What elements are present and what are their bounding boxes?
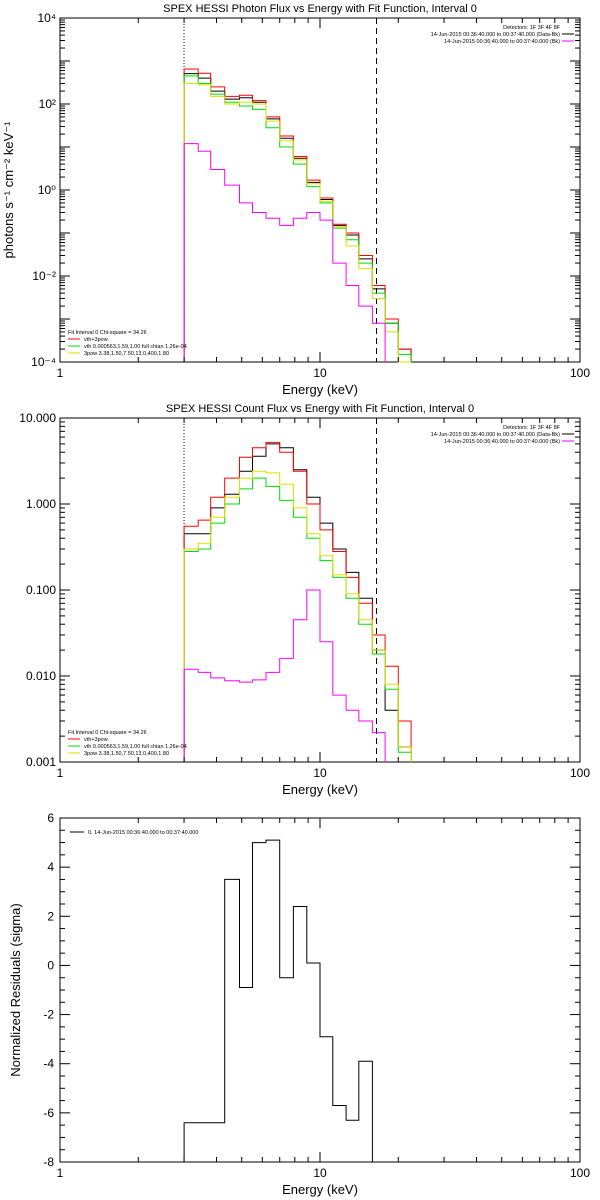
y-tick-label: 10⁰: [38, 183, 56, 197]
series-4-line: [183, 589, 386, 762]
legend-entry: vth+3pow: [84, 737, 108, 743]
y-tick-label: 0.001: [26, 755, 56, 769]
residuals-plot-area: [183, 839, 373, 1162]
y-tick-label: 4: [47, 860, 54, 874]
y-tick-label: 10⁻²: [32, 269, 56, 283]
fit-legend-header: Fit Interval 0 Chi-square = 34.26: [68, 730, 147, 736]
legend-entry: 0. 14-Jun-2015 00:36:40.000 to 00:37:40.…: [88, 830, 198, 836]
x-tick-label: 10: [313, 766, 327, 780]
legend-entry: 3pow 3.38,1.50,7.50,13.0,400,1.80: [84, 351, 169, 357]
legend-header: Detectors: 1F 3F 4F 8F: [503, 425, 560, 431]
legend-entry: 14-Jun-2015 00:36:40.000 to 00:37:40.000…: [444, 39, 560, 45]
photon-flux-title: SPEX HESSI Photon Flux vs Energy with Fi…: [163, 3, 477, 15]
x-tick-label: 100: [570, 366, 590, 380]
series-2-line: [183, 75, 412, 362]
count-flux-x-label: Energy (keV): [282, 782, 358, 797]
count-flux-plot-area: [183, 418, 412, 762]
series-1-line: [183, 441, 412, 762]
legend-header: Detectors: 1F 3F 4F 8F: [503, 25, 560, 31]
photon-flux-legend-bottom-left: Fit Interval 0 Chi-square = 34.26 vth+3p…: [68, 330, 187, 357]
y-tick-label: 1.000: [26, 497, 56, 511]
photon-flux-panel: SPEX HESSI Photon Flux vs Energy with Fi…: [1, 3, 590, 397]
x-tick-label: 100: [570, 1166, 590, 1180]
residuals-axes: 1 10 100 -8 -6 -4 -2 0 2 4 6: [43, 811, 590, 1180]
y-tick-label: -4: [43, 1057, 54, 1071]
legend-entry: 3pow 3.38,1.50,7.50,13.0,400,1.80: [84, 751, 169, 757]
legend-entry: 14-Jun-2015 00:36:40.000 to 00:37:40.000…: [431, 432, 561, 438]
y-tick-label: -6: [43, 1106, 54, 1120]
residuals-panel: 1 10 100 -8 -6 -4 -2 0 2 4 6 Energy (keV) Normaliz…: [8, 811, 590, 1197]
y-tick-label: 2: [47, 909, 54, 923]
series-2-line: [183, 477, 412, 762]
count-flux-title: SPEX HESSI Count Flux vs Energy with Fit…: [166, 403, 474, 415]
count-flux-panel: SPEX HESSI Count Flux vs Energy with Fit…: [19, 403, 590, 797]
y-tick-label: 6: [47, 811, 54, 825]
series-0-line: [183, 839, 373, 1162]
y-tick-label: 10⁻⁴: [31, 355, 56, 369]
y-tick-label: 0: [47, 958, 54, 972]
y-tick-label: -2: [43, 1008, 54, 1022]
series-0-line: [183, 73, 412, 362]
count-flux-axes: 1 10 100 0.001 0.010 0.100 1.000 10.000: [19, 411, 590, 780]
residuals-y-label: Normalized Residuals (sigma): [8, 903, 23, 1076]
y-tick-label: -8: [43, 1155, 54, 1169]
y-tick-label: 10⁴: [37, 11, 56, 25]
x-tick-label: 100: [570, 766, 590, 780]
series-1-line: [183, 68, 412, 362]
y-tick-label: 0.010: [26, 669, 56, 683]
series-3-line: [183, 83, 412, 363]
legend-entry: vth+3pow: [84, 337, 108, 343]
x-tick-label: 1: [57, 366, 64, 380]
x-tick-label: 10: [313, 1166, 327, 1180]
x-tick-label: 1: [57, 766, 64, 780]
photon-flux-legend-top-right: Detectors: 1F 3F 4F 8F 14-Jun-2015 00:36…: [431, 25, 574, 45]
residuals-legend: 0. 14-Jun-2015 00:36:40.000 to 00:37:40.…: [70, 830, 198, 836]
y-tick-label: 10²: [39, 97, 56, 111]
legend-entry: 14-Jun-2015 00:36:40.000 to 00:37:40.000…: [431, 32, 561, 38]
fit-legend-header: Fit Interval 0 Chi-square = 34.26: [68, 330, 147, 336]
x-tick-label: 10: [313, 366, 327, 380]
legend-entry: vth 0.000563,1.59,1.00 full chian 1.26e-…: [84, 344, 187, 350]
photon-flux-x-label: Energy (keV): [282, 382, 358, 397]
y-tick-label: 10.000: [19, 411, 56, 425]
photon-flux-plot-area: [183, 18, 412, 363]
series-4-line: [183, 143, 386, 362]
x-tick-label: 1: [57, 1166, 64, 1180]
photon-flux-axes: 1 10 100 10⁻⁴ 10⁻² 10⁰ 10² 10⁴: [31, 11, 590, 380]
count-flux-legend-bottom-left: Fit Interval 0 Chi-square = 34.26 vth+3p…: [68, 730, 187, 757]
residuals-x-label: Energy (keV): [282, 1182, 358, 1197]
legend-entry: 14-Jun-2015 00:36:40.000 to 00:37:40.000…: [444, 439, 560, 445]
series-3-line: [183, 470, 412, 762]
legend-entry: vth 0.000563,1.59,1.00 full chian 1.26e-…: [84, 744, 187, 750]
photon-flux-y-label: photons s⁻¹ cm⁻² keV⁻¹: [1, 121, 16, 259]
y-tick-label: 0.100: [26, 583, 56, 597]
count-flux-legend-top-right: Detectors: 1F 3F 4F 8F 14-Jun-2015 00:36…: [431, 425, 574, 445]
